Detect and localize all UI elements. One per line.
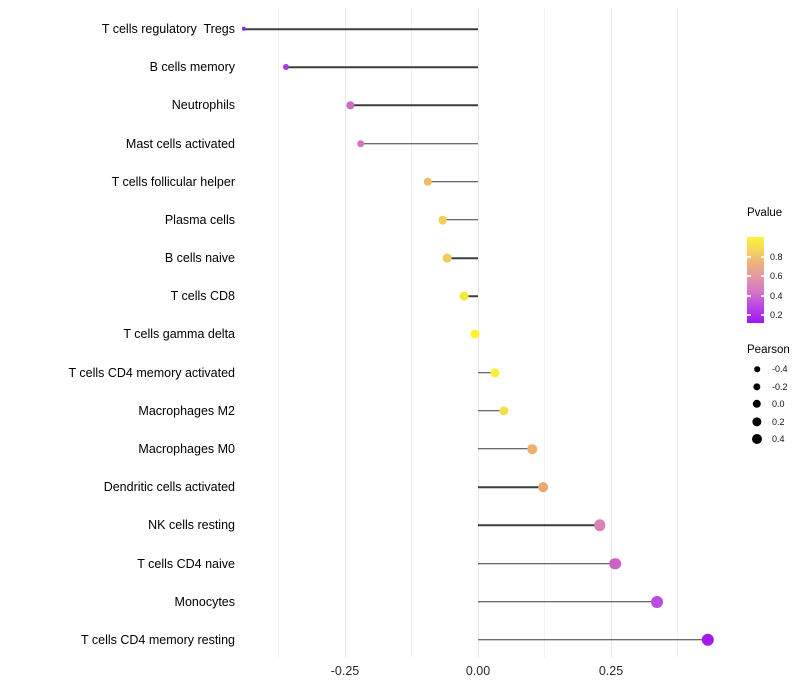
minor-gridline xyxy=(677,8,678,658)
cell-type-label: Plasma cells xyxy=(164,212,235,227)
colorbar-tick-mark xyxy=(747,314,751,316)
cell-type-label: T cells CD4 naive xyxy=(137,556,235,571)
colorbar-tick-mark xyxy=(760,275,764,277)
lollipop-dot xyxy=(594,519,606,532)
cell-type-label: T cells follicular helper xyxy=(111,174,235,189)
colorbar-tick-mark xyxy=(747,295,751,297)
cell-type-label: Monocytes xyxy=(174,594,235,609)
lollipop-dot xyxy=(538,482,548,493)
lollipop-dot xyxy=(609,557,622,570)
lollipop-dot xyxy=(438,215,448,225)
cell-type-label: T cells gamma delta xyxy=(123,327,235,342)
lollipop-dot xyxy=(470,329,480,339)
lollipop-segment xyxy=(478,639,708,641)
lollipop-segment xyxy=(442,219,478,221)
size-legend-dot xyxy=(754,366,760,372)
size-legend-dot xyxy=(753,382,761,391)
lollipop-segment xyxy=(243,28,478,30)
colorbar-tick-mark xyxy=(760,314,764,316)
size-legend-dot xyxy=(752,416,762,427)
x-axis-tick-label: 0.25 xyxy=(598,664,624,678)
cell-type-label: T cells CD4 memory activated xyxy=(68,365,236,380)
lollipop-dot xyxy=(442,253,452,263)
lollipop-segment xyxy=(478,486,543,488)
size-legend-label: -0.4 xyxy=(772,364,788,374)
cell-type-label: T cells CD8 xyxy=(170,289,235,304)
lollipop-segment xyxy=(478,448,533,450)
colorbar-tick-mark xyxy=(760,256,764,258)
cell-type-label: T cells CD4 memory resting xyxy=(81,632,235,647)
cell-type-label: B cells memory xyxy=(149,60,235,75)
cell-type-label: B cells naive xyxy=(164,251,235,266)
size-legend-label: 0.2 xyxy=(772,416,785,427)
minor-gridline xyxy=(544,8,545,658)
lollipop-segment xyxy=(478,600,657,603)
lollipop-segment xyxy=(427,180,478,183)
cell-type-label: T cells regulatory Tregs xyxy=(101,22,235,36)
pearson-legend-title: Pearson xyxy=(747,344,790,356)
cell-type-label: Macrophages M2 xyxy=(138,403,235,418)
lollipop-segment xyxy=(286,66,478,68)
pvalue-colorbar xyxy=(747,237,764,323)
cell-type-label: Neutrophils xyxy=(171,98,235,113)
x-axis-tick-label: -0.25 xyxy=(330,664,360,678)
lollipop-dot xyxy=(527,444,538,454)
lollipop-dot xyxy=(490,368,500,378)
minor-gridline xyxy=(411,8,412,658)
lollipop-dot xyxy=(283,64,290,71)
size-legend-dot xyxy=(752,434,762,444)
cell-type-label: Dendritic cells activated xyxy=(103,480,235,495)
lollipop-dot xyxy=(423,177,433,186)
lollipop-segment xyxy=(464,295,478,297)
colorbar-tick-label: 0.8 xyxy=(770,252,783,263)
minor-gridline xyxy=(278,8,279,658)
lollipop-segment xyxy=(360,142,478,145)
x-axis-tick-label: 0.00 xyxy=(465,664,491,678)
size-legend-label: -0.2 xyxy=(772,381,788,392)
size-legend-label: 0.4 xyxy=(772,434,785,444)
major-gridline xyxy=(344,8,346,658)
lollipop-segment xyxy=(478,410,505,412)
size-legend-dot xyxy=(752,399,762,409)
cell-type-label: Macrophages M0 xyxy=(138,441,235,456)
colorbar-tick-mark xyxy=(747,275,751,277)
pvalue-legend-title: Pvalue xyxy=(747,207,783,219)
colorbar-tick-mark xyxy=(747,256,751,258)
lollipop-dot xyxy=(650,595,663,608)
lollipop-dot xyxy=(357,139,365,148)
lollipop-dot xyxy=(459,291,469,301)
lollipop-dot xyxy=(346,101,354,110)
lollipop-segment xyxy=(350,104,478,107)
colorbar-tick-label: 0.4 xyxy=(770,290,783,301)
lollipop-segment xyxy=(478,371,496,374)
cell-type-label: NK cells resting xyxy=(148,518,235,533)
colorbar-tick-mark xyxy=(760,295,764,297)
lollipop-segment xyxy=(478,562,616,565)
major-gridline xyxy=(610,8,612,658)
lollipop-dot xyxy=(701,633,715,647)
lollipop-segment xyxy=(478,524,600,527)
lollipop-segment xyxy=(447,257,478,259)
cell-type-label: Mast cells activated xyxy=(125,136,235,151)
size-legend-label: 0.0 xyxy=(772,399,785,409)
colorbar-tick-label: 0.2 xyxy=(770,310,783,320)
lollipop-dot xyxy=(241,26,247,32)
colorbar-tick-label: 0.6 xyxy=(770,271,783,282)
lollipop-dot xyxy=(499,406,509,416)
